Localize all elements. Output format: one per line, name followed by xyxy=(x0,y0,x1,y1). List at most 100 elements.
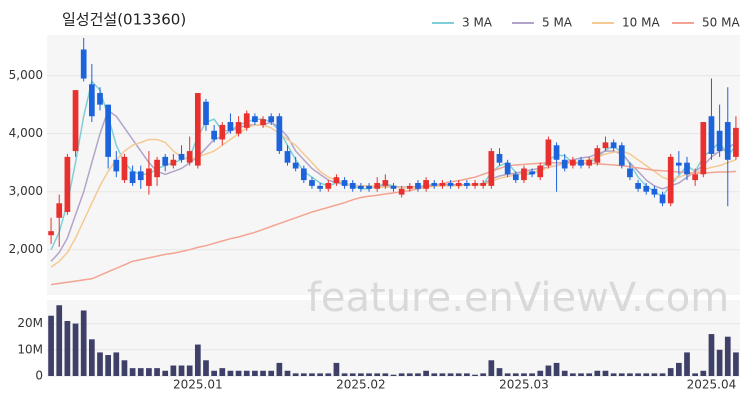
volume-bar xyxy=(496,368,503,376)
y-tick-label: 3,000 xyxy=(9,184,43,198)
candle-body xyxy=(700,122,707,175)
candle-body xyxy=(374,182,381,189)
x-tick-label: 2025.02 xyxy=(336,378,386,392)
candle-body xyxy=(724,122,731,160)
volume-bar xyxy=(594,370,601,376)
volume-bar xyxy=(618,373,625,376)
volume-bar xyxy=(455,373,462,376)
volume-bar xyxy=(627,373,633,376)
volume-bar xyxy=(219,368,226,376)
candle-body xyxy=(268,116,275,123)
volume-bar xyxy=(610,373,617,376)
candle-body xyxy=(570,159,576,166)
candle-body xyxy=(708,116,715,154)
candle-body xyxy=(488,151,495,186)
chart-title: 일성건설(013360) xyxy=(62,11,186,29)
volume-bar xyxy=(284,370,291,376)
candle-body xyxy=(317,185,323,189)
volume-bar xyxy=(80,310,87,376)
volume-bar xyxy=(48,315,54,376)
volume-bar xyxy=(121,360,128,376)
candle-body xyxy=(561,159,568,169)
volume-bar xyxy=(194,344,201,376)
volume-bar xyxy=(684,352,690,376)
candle-body xyxy=(170,159,177,166)
candle-body xyxy=(194,93,201,166)
volume-bar xyxy=(439,373,446,376)
volume-bar xyxy=(529,373,535,376)
candle-body xyxy=(464,182,470,186)
volume-bar xyxy=(586,373,593,376)
candle-body xyxy=(716,130,723,152)
volume-bar xyxy=(252,370,258,376)
candle-body xyxy=(72,90,79,152)
candle-body xyxy=(447,182,454,186)
volume-bar xyxy=(716,349,723,376)
candle-body xyxy=(635,182,641,189)
y-tick-label: 4,000 xyxy=(9,126,43,140)
candle-body xyxy=(243,113,250,128)
candle-body xyxy=(203,101,209,125)
volume-bar xyxy=(488,360,495,376)
volume-bar xyxy=(300,373,307,376)
volume-bar xyxy=(211,370,217,376)
candle-body xyxy=(276,116,283,152)
volume-bar xyxy=(733,352,739,376)
watermark: feature.enViewV.com xyxy=(307,275,729,321)
candle-body xyxy=(349,182,356,189)
candle-body xyxy=(627,168,633,178)
volume-bar xyxy=(137,368,144,376)
candle-body xyxy=(610,142,617,149)
candle-body xyxy=(512,174,519,181)
volume-bar xyxy=(521,373,527,376)
candle-body xyxy=(325,182,332,189)
y-tick-label: 2,000 xyxy=(9,242,43,256)
volume-bar xyxy=(358,373,364,376)
volume-bar xyxy=(366,373,372,376)
candle-body xyxy=(504,162,511,175)
volume-bar xyxy=(309,373,315,376)
volume-bar xyxy=(178,365,185,376)
candle-body xyxy=(80,49,87,79)
volume-bar xyxy=(129,368,136,376)
volume-bar xyxy=(675,362,682,376)
candle-body xyxy=(227,122,234,131)
y-tick-label: 5,000 xyxy=(9,68,43,82)
volume-bar xyxy=(692,373,699,376)
candle-body xyxy=(146,168,152,186)
volume-bar xyxy=(349,373,356,376)
candle-body xyxy=(553,145,560,160)
volume-bar xyxy=(292,373,299,376)
volume-bar xyxy=(317,373,323,376)
candle-body xyxy=(211,130,217,140)
volume-bar xyxy=(398,373,405,376)
candle-body xyxy=(64,156,71,213)
volume-bar xyxy=(243,370,250,376)
volume-bar xyxy=(667,368,674,376)
volume-bar xyxy=(97,352,103,376)
candle-body xyxy=(651,188,658,195)
candle-body xyxy=(455,182,462,186)
volume-panel xyxy=(47,300,740,376)
candle-body xyxy=(186,151,193,163)
volume-bar xyxy=(464,373,470,376)
volume-bar xyxy=(146,368,152,376)
volume-bar xyxy=(227,370,234,376)
candle-body xyxy=(667,156,674,204)
x-tick-label: 2025.01 xyxy=(173,378,223,392)
candle-body xyxy=(545,139,552,166)
volume-bar xyxy=(333,362,340,376)
candle-body xyxy=(97,93,103,105)
volume-bar xyxy=(341,373,348,376)
candle-body xyxy=(300,168,307,181)
candle-body xyxy=(618,145,625,166)
volume-bar xyxy=(545,365,552,376)
candle-body xyxy=(284,151,291,163)
volume-bar xyxy=(512,373,519,376)
volume-bar xyxy=(105,355,112,376)
volume-bar xyxy=(154,368,160,376)
volume-bar xyxy=(374,373,381,376)
volume-bar xyxy=(113,352,120,376)
candle-body xyxy=(480,182,487,186)
